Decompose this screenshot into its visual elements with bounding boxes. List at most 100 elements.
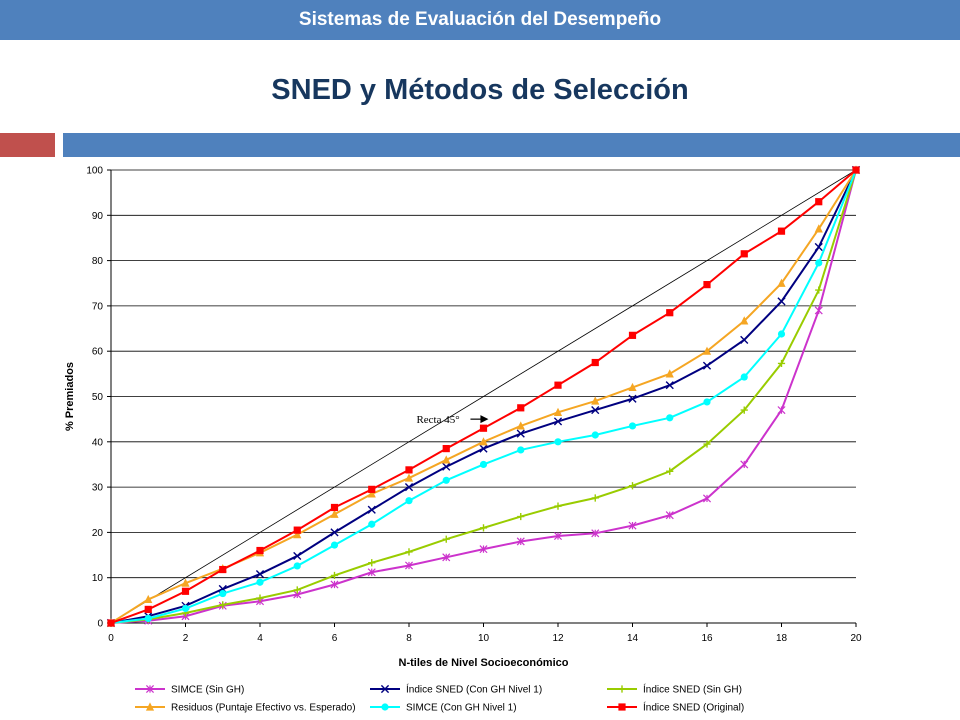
data-point (666, 414, 674, 422)
data-point (330, 528, 339, 537)
data-point (815, 198, 823, 206)
data-point (442, 455, 451, 464)
data-point (442, 462, 451, 471)
chart-axes: 0 10 20 30 40 50 60 70 80 90 100 0 2 4 6 8 10 12 14 16 18 20 (86, 166, 862, 645)
y-tick-label: 70 (92, 301, 104, 312)
y-tick-label: 50 (92, 392, 104, 403)
data-point (368, 559, 376, 567)
data-point (516, 429, 525, 438)
data-point (479, 424, 488, 432)
legend-label: Residuos (Puntaje Efectivo vs. Esperado) (171, 703, 356, 714)
x-tick-label: 10 (478, 633, 490, 644)
annotation-label: Recta 45° (416, 414, 459, 426)
data-point (330, 541, 339, 549)
x-tick-label: 4 (257, 633, 263, 644)
data-point (219, 601, 227, 609)
accent-bar-blue (63, 133, 960, 157)
chart-legend: SIMCE (Sin GH) Índice SNED (Con GH Nivel … (135, 683, 744, 714)
data-point (740, 316, 749, 325)
x-tick-label: 20 (850, 633, 862, 644)
annotation-arrow-head (480, 415, 489, 424)
data-point (740, 460, 749, 469)
y-axis-title: % Premiados (64, 362, 76, 431)
data-point (368, 485, 376, 493)
data-point (740, 250, 748, 258)
data-point (517, 512, 525, 521)
data-point (628, 422, 637, 430)
y-tick-label: 10 (92, 573, 104, 584)
data-point (815, 286, 823, 294)
data-point (553, 417, 563, 426)
data-point (777, 330, 786, 338)
x-tick-label: 2 (183, 633, 189, 644)
data-point (256, 594, 264, 602)
data-point (479, 460, 488, 469)
y-tick-label: 60 (92, 347, 104, 358)
data-point (554, 502, 562, 510)
data-point (479, 444, 488, 453)
data-point (219, 565, 227, 574)
chart-grid (111, 169, 856, 579)
data-point (516, 537, 525, 546)
data-point (703, 281, 711, 289)
data-point (554, 438, 562, 446)
y-tick-label: 20 (92, 528, 104, 539)
legend-label: SIMCE (Sin GH) (171, 685, 244, 696)
data-point (814, 306, 823, 315)
y-tick-label: 30 (92, 483, 104, 494)
data-point (777, 406, 786, 415)
data-point (591, 431, 599, 439)
data-point (740, 406, 748, 414)
x-tick-label: 12 (552, 633, 564, 644)
y-tick-label: 90 (92, 211, 104, 222)
data-point (255, 569, 265, 579)
data-point (219, 589, 227, 598)
data-point (591, 358, 599, 367)
legend-item: Índice SNED (Original) (607, 701, 744, 714)
data-point (330, 580, 339, 589)
data-point (665, 511, 674, 520)
data-point (703, 440, 711, 448)
legend-item: Residuos (Puntaje Efectivo vs. Esperado) (135, 702, 356, 714)
data-point (777, 297, 786, 306)
x-tick-label: 8 (406, 633, 412, 644)
data-point (404, 561, 414, 570)
data-point (367, 489, 376, 498)
legend-item: Índice SNED (Con GH Nivel 1) (370, 683, 542, 696)
data-point (702, 494, 712, 503)
data-point (293, 586, 301, 594)
data-point (702, 361, 712, 370)
data-point (777, 278, 786, 287)
series-2 (107, 166, 860, 627)
data-point (181, 604, 190, 613)
data-point (591, 396, 600, 405)
data-point (628, 482, 637, 490)
data-point (256, 546, 264, 555)
data-point (553, 531, 563, 541)
data-point (665, 381, 674, 390)
data-point (628, 382, 637, 392)
data-point (479, 524, 488, 532)
data-point (442, 476, 450, 484)
header-title: Sistemas de Evaluación del Desempeño (298, 9, 662, 30)
data-point (628, 394, 637, 403)
data-point (740, 335, 749, 344)
slide-title: SNED y Métodos de Selección (271, 74, 689, 106)
y-tick-label: 100 (86, 166, 103, 177)
data-point (516, 421, 525, 430)
data-point (293, 530, 302, 539)
data-point (330, 509, 339, 518)
legend-item: SIMCE (Con GH Nivel 1) (370, 703, 517, 714)
header-bar (0, 0, 960, 40)
data-point (293, 526, 301, 534)
annotation: Recta 45° (416, 414, 489, 426)
legend-item: SIMCE (Sin GH) (135, 685, 244, 696)
x-tick-label: 14 (627, 633, 639, 644)
series-1 (106, 165, 861, 628)
data-point (442, 535, 450, 543)
data-point (703, 398, 711, 406)
data-point (405, 497, 413, 505)
data-point (479, 545, 488, 554)
data-point (404, 483, 414, 492)
